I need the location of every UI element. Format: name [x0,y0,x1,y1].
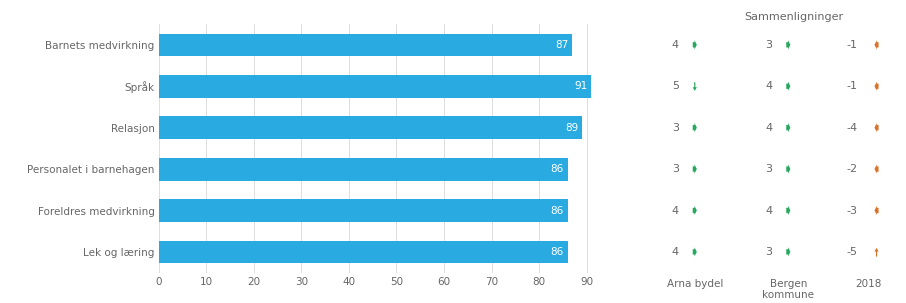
Polygon shape [786,206,790,215]
Polygon shape [786,40,790,49]
Text: 4: 4 [671,205,679,216]
Polygon shape [693,40,697,49]
Text: Sammenligninger: Sammenligninger [744,12,843,22]
Text: Arna bydel: Arna bydel [667,279,723,289]
Text: -4: -4 [847,123,858,133]
Bar [159,199,567,222]
Bar [159,34,573,56]
Polygon shape [693,165,697,174]
Polygon shape [786,165,790,174]
Bar [159,241,567,263]
Bar [159,116,582,139]
Polygon shape [874,248,879,257]
Polygon shape [786,247,790,257]
Polygon shape [874,40,879,49]
Text: 3: 3 [672,123,679,133]
Text: 86: 86 [551,164,564,174]
Text: -1: -1 [847,40,858,50]
Text: 86: 86 [551,247,564,257]
Bar [159,158,567,181]
Polygon shape [693,247,697,257]
Text: 5: 5 [672,81,679,92]
Polygon shape [786,82,790,91]
Polygon shape [693,123,697,132]
Text: 3: 3 [766,40,772,50]
Polygon shape [693,82,697,91]
Polygon shape [786,123,790,132]
Polygon shape [693,206,697,215]
Text: -2: -2 [847,164,858,174]
Text: 2018: 2018 [855,279,882,289]
Polygon shape [874,123,879,132]
Text: 3: 3 [766,164,772,174]
Polygon shape [874,206,879,215]
Text: 4: 4 [766,81,772,92]
Polygon shape [874,82,879,91]
Text: 3: 3 [672,164,679,174]
Text: 87: 87 [555,40,569,50]
Text: 4: 4 [671,40,679,50]
Text: 86: 86 [551,205,564,216]
Bar [159,75,592,98]
Text: -3: -3 [847,205,858,216]
Text: 91: 91 [574,81,588,92]
Text: -5: -5 [847,247,858,257]
Text: 3: 3 [766,247,772,257]
Polygon shape [874,165,879,174]
Text: 89: 89 [564,123,578,133]
Text: 4: 4 [766,205,772,216]
Text: -1: -1 [847,81,858,92]
Text: Bergen
kommune: Bergen kommune [763,279,814,300]
Text: 4: 4 [671,247,679,257]
Text: 4: 4 [766,123,772,133]
